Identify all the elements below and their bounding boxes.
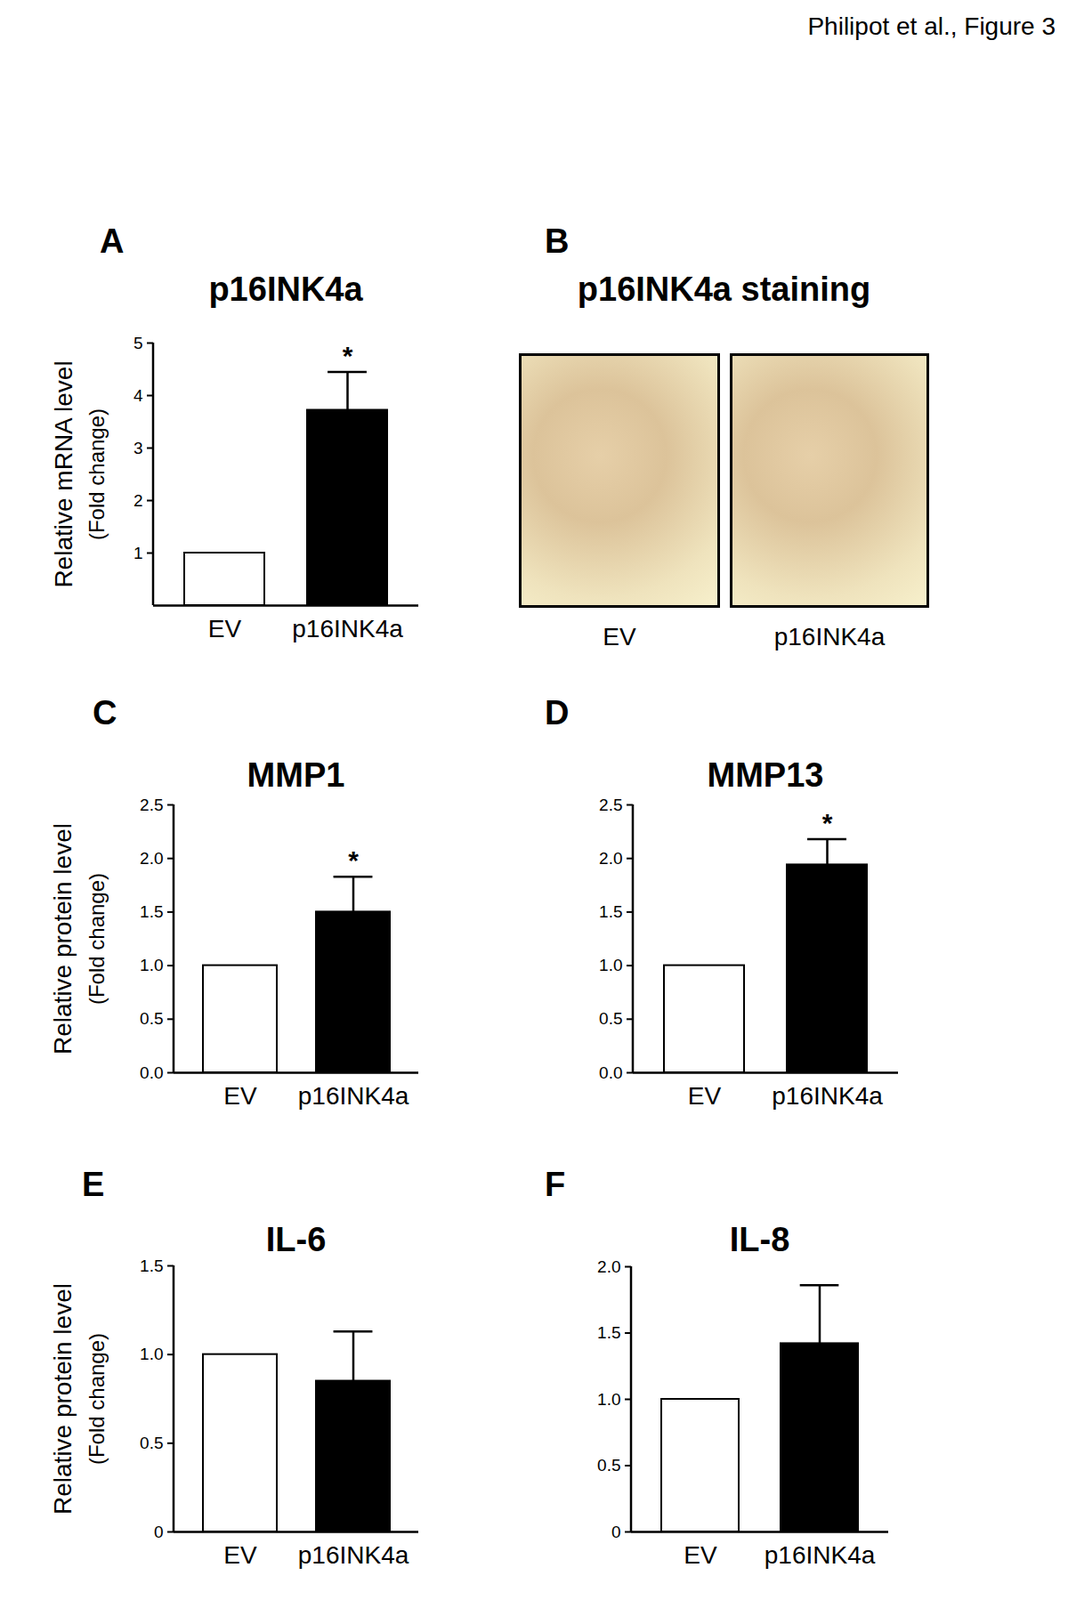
html-text:p16INK4a staining: p16INK4a staining — [577, 270, 871, 308]
html-text:A: A — [99, 222, 125, 260]
svg-text:2.0: 2.0 — [597, 1257, 621, 1277]
html-text:Relative protein level: Relative protein level — [48, 822, 77, 1055]
html-text:p16INK4a: p16INK4a — [774, 623, 885, 651]
svg-text:1.5: 1.5 — [139, 902, 163, 922]
svg-text:1.5: 1.5 — [139, 1256, 163, 1276]
html-text:E: E — [81, 1165, 105, 1204]
html-text:B: B — [544, 222, 570, 260]
html-text:p16INK4a: p16INK4a — [208, 270, 363, 308]
svg-text:0: 0 — [153, 1522, 164, 1542]
svg-text:3: 3 — [133, 438, 144, 458]
svg-text:p16INK4a: p16INK4a — [764, 1541, 876, 1570]
svg-text:1.5: 1.5 — [597, 1323, 621, 1343]
svg-text:2.0: 2.0 — [139, 849, 163, 868]
svg-text:1.0: 1.0 — [139, 1344, 163, 1364]
html-text:Relative mRNA level: Relative mRNA level — [49, 360, 78, 588]
html-text:(Fold change): (Fold change) — [84, 1332, 109, 1465]
svg-text:1.0: 1.0 — [597, 1390, 621, 1409]
html-text:Relative protein level: Relative protein level — [48, 1282, 77, 1515]
svg-text:2.5: 2.5 — [139, 795, 163, 815]
svg-text:0.5: 0.5 — [597, 1456, 621, 1475]
svg-text:5: 5 — [133, 333, 144, 353]
svg-text:*: * — [342, 340, 354, 371]
html-text:EV: EV — [602, 623, 637, 651]
html-text:D: D — [544, 694, 570, 732]
svg-text:1.0: 1.0 — [139, 955, 163, 975]
html-text:MMP1: MMP1 — [247, 756, 345, 794]
svg-text:0: 0 — [611, 1522, 622, 1542]
svg-text:0.5: 0.5 — [598, 1009, 623, 1028]
svg-text:EV: EV — [687, 1082, 722, 1110]
svg-text:1.5: 1.5 — [598, 902, 623, 922]
svg-text:*: * — [822, 808, 834, 838]
svg-text:0.5: 0.5 — [139, 1433, 163, 1453]
svg-text:p16INK4a: p16INK4a — [291, 614, 404, 643]
svg-text:0.5: 0.5 — [139, 1009, 163, 1028]
svg-text:p16INK4a: p16INK4a — [298, 1541, 410, 1570]
svg-text:*: * — [347, 845, 359, 875]
svg-text:0.0: 0.0 — [598, 1063, 623, 1083]
svg-text:2: 2 — [133, 491, 144, 510]
svg-text:p16INK4a: p16INK4a — [771, 1082, 883, 1110]
html-text:C: C — [92, 694, 118, 732]
html-text:IL-8: IL-8 — [729, 1221, 790, 1259]
html-text:(Fold change): (Fold change) — [84, 872, 109, 1005]
svg-text:EV: EV — [223, 1541, 258, 1570]
html-text:IL-6: IL-6 — [265, 1221, 327, 1259]
html-text:F: F — [544, 1165, 566, 1204]
svg-text:EV: EV — [208, 614, 243, 643]
svg-text:0.0: 0.0 — [139, 1063, 163, 1083]
html-text:Philipot et al., Figure 3: Philipot et al., Figure 3 — [807, 12, 1056, 41]
svg-text:4: 4 — [133, 386, 144, 405]
svg-text:EV: EV — [683, 1541, 718, 1570]
svg-text:2.0: 2.0 — [598, 849, 623, 868]
svg-text:EV: EV — [223, 1082, 258, 1110]
html-text:(Fold change): (Fold change) — [84, 408, 109, 540]
svg-text:1.0: 1.0 — [598, 955, 623, 975]
svg-text:p16INK4a: p16INK4a — [298, 1082, 410, 1110]
svg-text:2.5: 2.5 — [598, 795, 623, 815]
svg-text:1: 1 — [133, 543, 144, 563]
html-text:MMP13: MMP13 — [707, 756, 824, 794]
